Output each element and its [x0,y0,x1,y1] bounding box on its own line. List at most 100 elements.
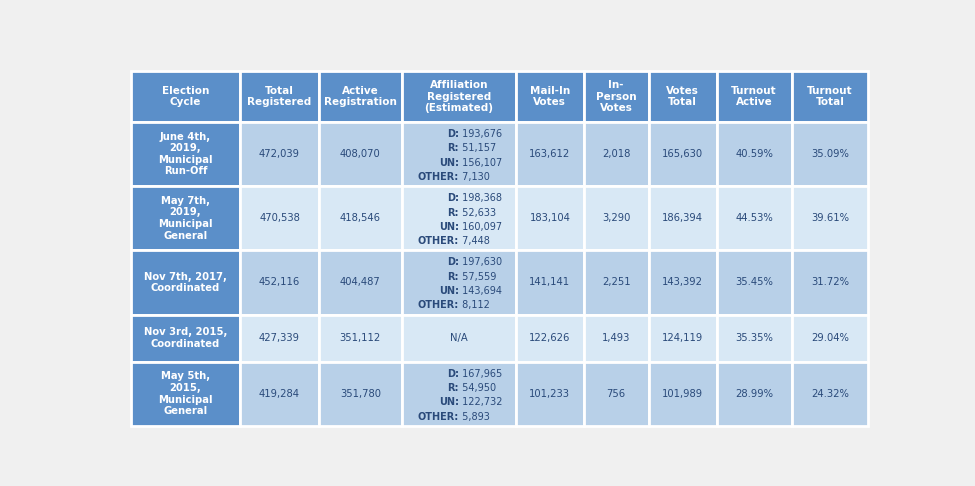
Text: 5,893: 5,893 [459,412,489,421]
Bar [240,250,319,314]
Text: 167,965: 167,965 [459,369,502,379]
Bar [402,186,516,250]
Text: UN:: UN: [439,397,459,407]
Bar [648,314,717,362]
Bar [516,122,584,186]
Text: 35.09%: 35.09% [811,149,849,159]
Text: 44.53%: 44.53% [735,213,773,223]
Text: Total
Registered: Total Registered [248,86,312,107]
Bar [792,314,869,362]
Bar [516,362,584,426]
Text: 156,107: 156,107 [459,157,502,168]
Text: 452,116: 452,116 [259,278,300,287]
Text: 1,493: 1,493 [602,333,631,343]
Text: R:: R: [448,272,459,282]
Text: 143,694: 143,694 [459,286,502,296]
Bar [402,314,516,362]
Text: In-
Person
Votes: In- Person Votes [596,80,637,113]
Bar [402,250,516,314]
Text: 183,104: 183,104 [529,213,570,223]
Bar [648,186,717,250]
Text: 122,732: 122,732 [459,397,502,407]
Bar [319,250,402,314]
Text: 39.61%: 39.61% [811,213,849,223]
Text: R:: R: [448,383,459,393]
Text: Turnout
Total: Turnout Total [807,86,853,107]
Text: D:: D: [447,193,459,203]
Bar [240,71,319,122]
Text: UN:: UN: [439,157,459,168]
Bar [131,250,240,314]
Text: 57,559: 57,559 [459,272,496,282]
Text: 351,780: 351,780 [340,389,381,399]
Text: D:: D: [447,369,459,379]
Text: R:: R: [448,208,459,218]
Text: OTHER:: OTHER: [417,172,459,182]
Text: 124,119: 124,119 [662,333,703,343]
Bar [516,71,584,122]
Text: 470,538: 470,538 [259,213,300,223]
Text: 35.35%: 35.35% [735,333,773,343]
Text: Votes
Total: Votes Total [666,86,699,107]
Text: June 4th,
2019,
Municipal
Run-Off: June 4th, 2019, Municipal Run-Off [158,132,213,176]
Bar [717,186,792,250]
Bar [319,71,402,122]
Bar [792,71,869,122]
Bar [516,314,584,362]
Text: 24.32%: 24.32% [811,389,849,399]
Bar [240,122,319,186]
Text: 197,630: 197,630 [459,258,502,267]
Bar [516,250,584,314]
Text: 404,487: 404,487 [340,278,380,287]
Bar [717,71,792,122]
Bar [240,314,319,362]
Text: 52,633: 52,633 [459,208,496,218]
Text: 472,039: 472,039 [259,149,300,159]
Text: 7,130: 7,130 [459,172,489,182]
Bar [131,314,240,362]
Bar [516,186,584,250]
Bar [584,122,648,186]
Text: 186,394: 186,394 [662,213,703,223]
Text: Mail-In
Votes: Mail-In Votes [529,86,570,107]
Text: 3,290: 3,290 [602,213,631,223]
Text: Nov 3rd, 2015,
Coordinated: Nov 3rd, 2015, Coordinated [144,327,227,349]
Bar [319,362,402,426]
Bar [792,362,869,426]
Bar [792,186,869,250]
Bar [648,250,717,314]
Text: 51,157: 51,157 [459,143,496,154]
Text: 29.04%: 29.04% [811,333,849,343]
Text: 101,989: 101,989 [662,389,703,399]
Bar [131,122,240,186]
Text: 351,112: 351,112 [339,333,381,343]
Text: R:: R: [448,143,459,154]
Text: 419,284: 419,284 [259,389,300,399]
Bar [319,314,402,362]
Text: 2,251: 2,251 [602,278,631,287]
Text: 408,070: 408,070 [340,149,380,159]
Bar [131,71,240,122]
Text: 35.45%: 35.45% [735,278,773,287]
Text: 160,097: 160,097 [459,222,502,232]
Bar [717,122,792,186]
Text: 756: 756 [606,389,626,399]
Text: May 7th,
2019,
Municipal
General: May 7th, 2019, Municipal General [158,196,213,241]
Bar [717,314,792,362]
Bar [584,250,648,314]
Text: 101,233: 101,233 [529,389,570,399]
Bar [584,362,648,426]
Text: Election
Cycle: Election Cycle [162,86,210,107]
Text: 2,018: 2,018 [602,149,631,159]
Bar [584,186,648,250]
Bar [648,122,717,186]
Text: 8,112: 8,112 [459,300,489,310]
Text: Affiliation
Registered
(Estimated): Affiliation Registered (Estimated) [424,80,493,113]
Text: N/A: N/A [449,333,468,343]
Bar [584,71,648,122]
Bar [319,186,402,250]
Text: 31.72%: 31.72% [811,278,849,287]
Bar [131,186,240,250]
Text: 141,141: 141,141 [529,278,570,287]
Text: 418,546: 418,546 [340,213,381,223]
